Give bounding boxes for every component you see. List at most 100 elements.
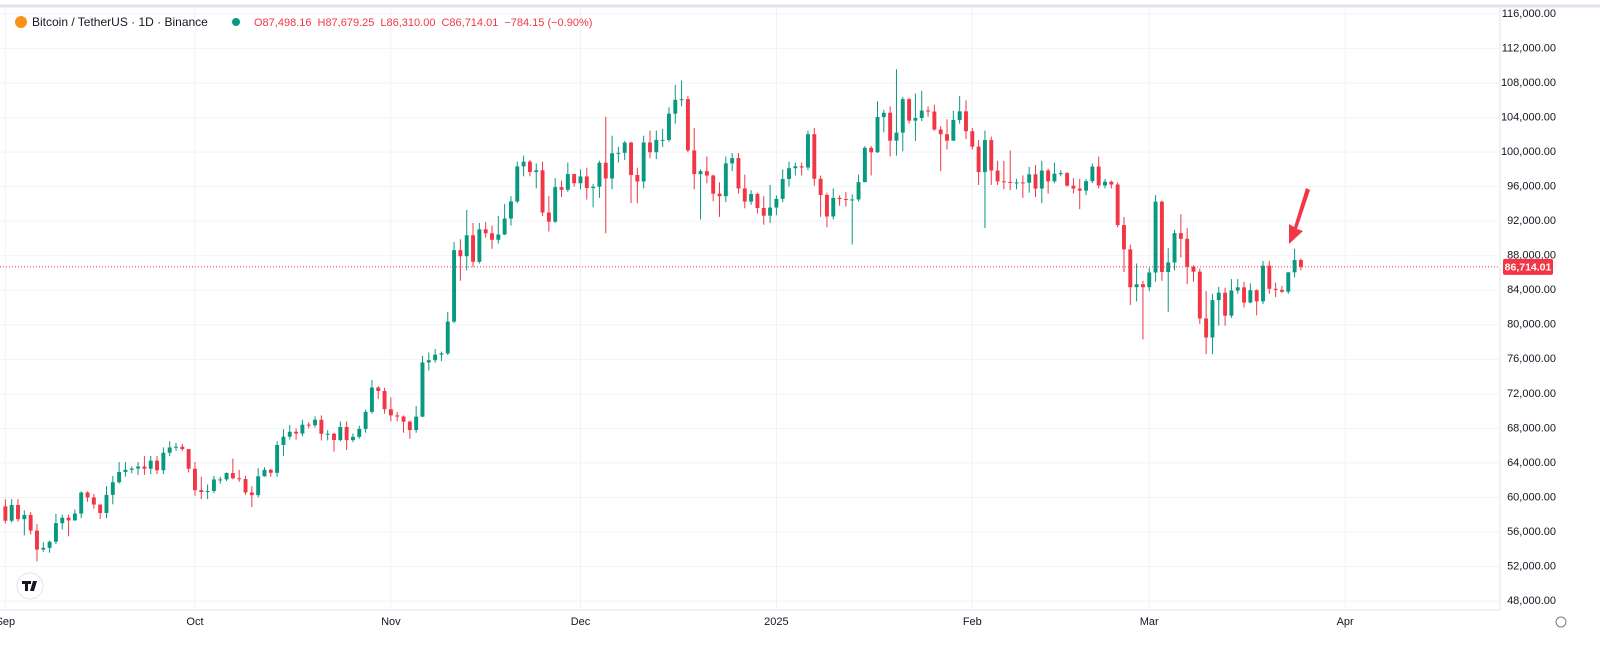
x-tick-label: 2025: [764, 616, 788, 628]
candle-body: [72, 513, 77, 521]
candle-body: [711, 175, 716, 194]
candle-body: [641, 142, 646, 182]
candle-body: [1298, 260, 1303, 267]
candle-body: [502, 218, 507, 235]
y-tick-label: 100,000.00: [1501, 146, 1556, 158]
candle-body: [28, 514, 33, 531]
candle-body: [490, 233, 494, 240]
y-tick-label: 72,000.00: [1507, 388, 1556, 400]
candle-body: [856, 182, 861, 200]
candle-body: [35, 530, 39, 550]
candle-body: [824, 194, 829, 217]
candle-body: [806, 134, 810, 168]
y-tick-label: 96,000.00: [1507, 181, 1556, 193]
candle-body: [508, 201, 513, 219]
candle-body: [237, 478, 242, 480]
candle-body: [894, 132, 899, 141]
candle-body: [1065, 173, 1070, 186]
candle-body: [1197, 271, 1202, 319]
x-tick-label: Mar: [1140, 616, 1159, 628]
candle-body: [262, 469, 267, 477]
candle-body: [799, 166, 804, 168]
y-tick-label: 76,000.00: [1507, 353, 1556, 365]
candle-body: [540, 170, 545, 213]
candle-body: [351, 436, 355, 441]
candle-body: [704, 171, 709, 176]
candle-body: [243, 479, 248, 493]
candle-body: [1077, 188, 1082, 191]
candle-body: [995, 170, 1000, 182]
candle-body: [660, 139, 665, 141]
candle-body: [685, 99, 690, 151]
candle-body: [60, 517, 65, 524]
candle-body: [761, 208, 766, 216]
candle-body: [186, 449, 191, 469]
candle-body: [1014, 182, 1019, 184]
candle-body: [426, 360, 431, 363]
candle-body: [230, 473, 235, 479]
candle-body: [578, 176, 583, 184]
y-tick-label: 88,000.00: [1507, 250, 1556, 262]
candle-body: [256, 476, 261, 496]
grid: 48,000.00 52,000.00 56,000.00 60,000.00 64,0…: [0, 8, 1556, 628]
candle-body: [1001, 181, 1006, 183]
header-value: O87,498.16: [254, 17, 312, 29]
candle-body: [1122, 225, 1126, 250]
candle-body: [464, 235, 469, 257]
candle-body: [1115, 184, 1120, 226]
candle-body: [136, 466, 141, 469]
candle-body: [572, 174, 577, 184]
candle-body: [401, 416, 406, 422]
candle-body: [749, 193, 754, 202]
candle-body: [900, 99, 905, 133]
candle-body: [1248, 290, 1253, 303]
candle-body: [837, 197, 842, 200]
candle-body: [875, 116, 880, 153]
candle-body: [148, 460, 153, 469]
candle-body: [193, 468, 197, 491]
y-tick-label: 92,000.00: [1507, 215, 1556, 227]
candle-body: [970, 131, 975, 147]
candle-body: [616, 152, 621, 154]
candle-body: [666, 113, 671, 140]
candle-body: [224, 473, 229, 480]
candle-body: [249, 492, 254, 496]
coin-icon: [15, 16, 27, 28]
candle-body: [534, 170, 539, 173]
candle-body: [357, 428, 362, 437]
candle-body: [1280, 289, 1284, 292]
header-value: C86,714.01: [441, 17, 498, 29]
candle-body: [938, 129, 943, 135]
candle-body: [603, 162, 608, 179]
candle-body: [1210, 300, 1215, 338]
y-tick-label: 104,000.00: [1501, 112, 1556, 124]
candle-body: [433, 354, 438, 361]
y-tick-label: 56,000.00: [1507, 526, 1556, 538]
y-tick-label: 64,000.00: [1507, 457, 1556, 469]
candle-body: [565, 174, 570, 190]
candle-body: [41, 547, 46, 550]
candle-body: [1159, 201, 1164, 272]
candle-body: [1103, 181, 1107, 186]
candle-body: [1052, 173, 1057, 182]
candle-body: [831, 197, 836, 217]
candle-body: [98, 504, 103, 513]
y-tick-label: 80,000.00: [1507, 319, 1556, 331]
x-tick-label: Apr: [1337, 616, 1354, 628]
candle-body: [648, 142, 652, 153]
candle-body: [1223, 292, 1228, 316]
x-tick-label: Oct: [186, 616, 203, 628]
candle-body: [79, 492, 84, 514]
x-tick-label: Feb: [963, 616, 982, 628]
candle-body: [338, 427, 343, 441]
candle-body: [161, 452, 166, 471]
candle-body: [142, 466, 147, 469]
candle-body: [300, 424, 305, 434]
candle-body: [629, 142, 633, 176]
candle-body: [635, 175, 640, 182]
candle-body: [268, 469, 273, 473]
candle-body: [673, 99, 678, 114]
candle-body: [951, 119, 956, 141]
candle-body: [496, 234, 501, 240]
candle-body: [319, 419, 324, 434]
